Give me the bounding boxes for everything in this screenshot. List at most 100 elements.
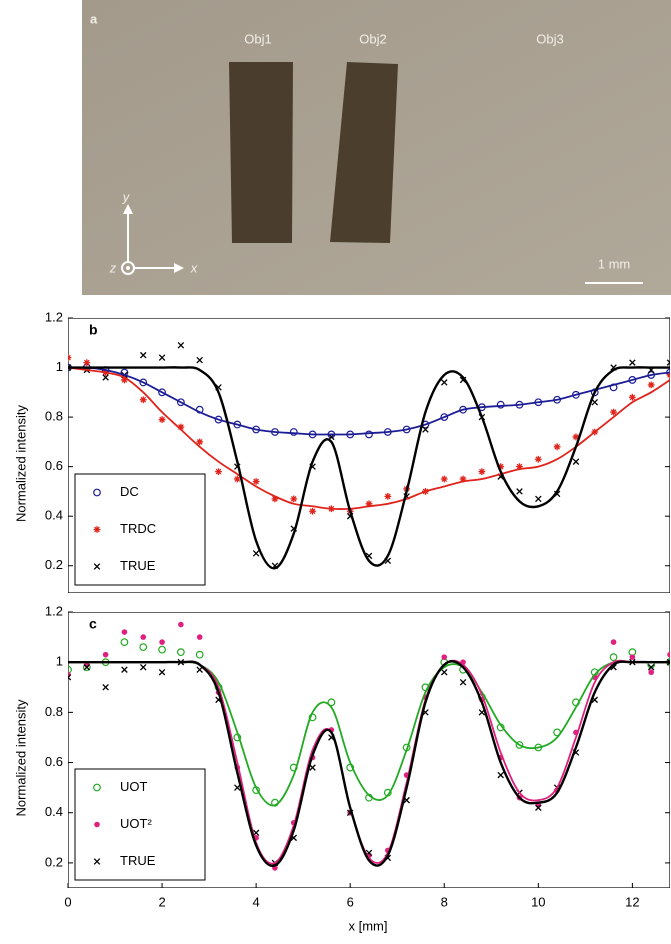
marker [120, 638, 129, 647]
marker [177, 341, 185, 349]
marker [516, 463, 523, 471]
marker [666, 658, 670, 666]
photo-panel: a Obj1 Obj2 Obj3 y z x 1 mm [82, 0, 671, 295]
marker [215, 468, 222, 476]
marker [83, 663, 91, 671]
marker [647, 663, 655, 671]
marker [628, 393, 636, 401]
axis-label: x [190, 260, 198, 275]
y-tick-label: 1.2 [45, 603, 63, 618]
x-tick-label: 6 [347, 894, 354, 909]
axis-label: y [122, 189, 131, 204]
marker [158, 416, 166, 423]
marker [139, 663, 147, 671]
marker [233, 475, 241, 483]
marker [195, 650, 204, 659]
legend-marker [93, 783, 101, 792]
marker [102, 374, 109, 381]
fit-line [68, 366, 670, 436]
fit-line [68, 660, 670, 868]
y-tick-label: 0.6 [45, 458, 63, 473]
marker [121, 666, 128, 673]
marker [158, 354, 166, 361]
marker [629, 359, 636, 366]
fit-line [68, 366, 670, 570]
marker [478, 468, 486, 476]
marker [667, 651, 670, 658]
marker [176, 398, 185, 407]
x-tick-label: 2 [158, 894, 165, 909]
y-tick-label: 0.6 [45, 754, 63, 769]
marker [629, 654, 636, 660]
y-tick-label: 0.4 [45, 508, 63, 523]
marker [139, 643, 148, 652]
marker [102, 684, 109, 691]
marker [459, 678, 467, 686]
object-label: Obj1 [244, 31, 271, 46]
marker [158, 668, 166, 676]
marker [459, 475, 467, 483]
marker [441, 654, 448, 660]
marker [102, 651, 109, 658]
marker [83, 359, 91, 366]
legend-marker [93, 563, 101, 570]
scale-bar-label: 1 mm [598, 256, 631, 271]
y-axis-label: Normalized intensity [13, 404, 28, 522]
marker [535, 804, 542, 811]
arrow-head [123, 204, 133, 214]
legend-label: UOT² [120, 816, 152, 831]
marker [516, 488, 523, 495]
y-tick-label: 0.8 [45, 409, 63, 424]
marker [177, 423, 185, 431]
marker [647, 381, 655, 389]
legend-label: TRDC [120, 521, 156, 536]
marker [609, 653, 618, 662]
marker [196, 634, 203, 640]
marker [327, 698, 336, 707]
legend-label: UOT [120, 779, 148, 794]
marker [271, 495, 279, 503]
object-2 [330, 62, 398, 243]
legend-marker [93, 526, 101, 533]
legend-label: TRUE [120, 853, 156, 868]
x-tick-label: 4 [253, 894, 260, 909]
marker [515, 741, 524, 749]
marker [610, 639, 617, 645]
marker [440, 413, 449, 421]
marker [68, 364, 72, 371]
marker [365, 500, 373, 508]
marker [572, 433, 580, 441]
marker [214, 415, 223, 424]
marker [140, 634, 147, 640]
marker [497, 771, 504, 779]
marker [309, 507, 316, 515]
marker [309, 764, 316, 771]
marker [534, 455, 542, 463]
marker [139, 378, 148, 387]
y-tick-label: 0.2 [45, 854, 63, 869]
y-tick-label: 1 [56, 359, 63, 374]
fit-line [68, 366, 670, 510]
y-tick-label: 0.2 [45, 557, 63, 572]
marker [68, 665, 72, 674]
marker [121, 376, 128, 384]
marker [196, 666, 203, 673]
marker [158, 388, 166, 397]
marker [440, 668, 448, 676]
y-tick-label: 0.8 [45, 704, 63, 719]
marker [139, 396, 147, 404]
marker [553, 443, 561, 451]
arrow-head [174, 263, 184, 273]
panel-label: b [89, 322, 98, 338]
object-1 [229, 62, 293, 243]
marker [68, 673, 72, 681]
marker [121, 629, 128, 635]
object-label: Obj3 [536, 31, 563, 46]
marker [648, 669, 654, 676]
marker [384, 492, 392, 500]
marker [252, 478, 260, 485]
z-axis-symbol [121, 261, 135, 275]
y-axis-label: Normalized intensity [13, 699, 28, 817]
z-axis-dot [126, 266, 130, 270]
marker [572, 458, 580, 465]
